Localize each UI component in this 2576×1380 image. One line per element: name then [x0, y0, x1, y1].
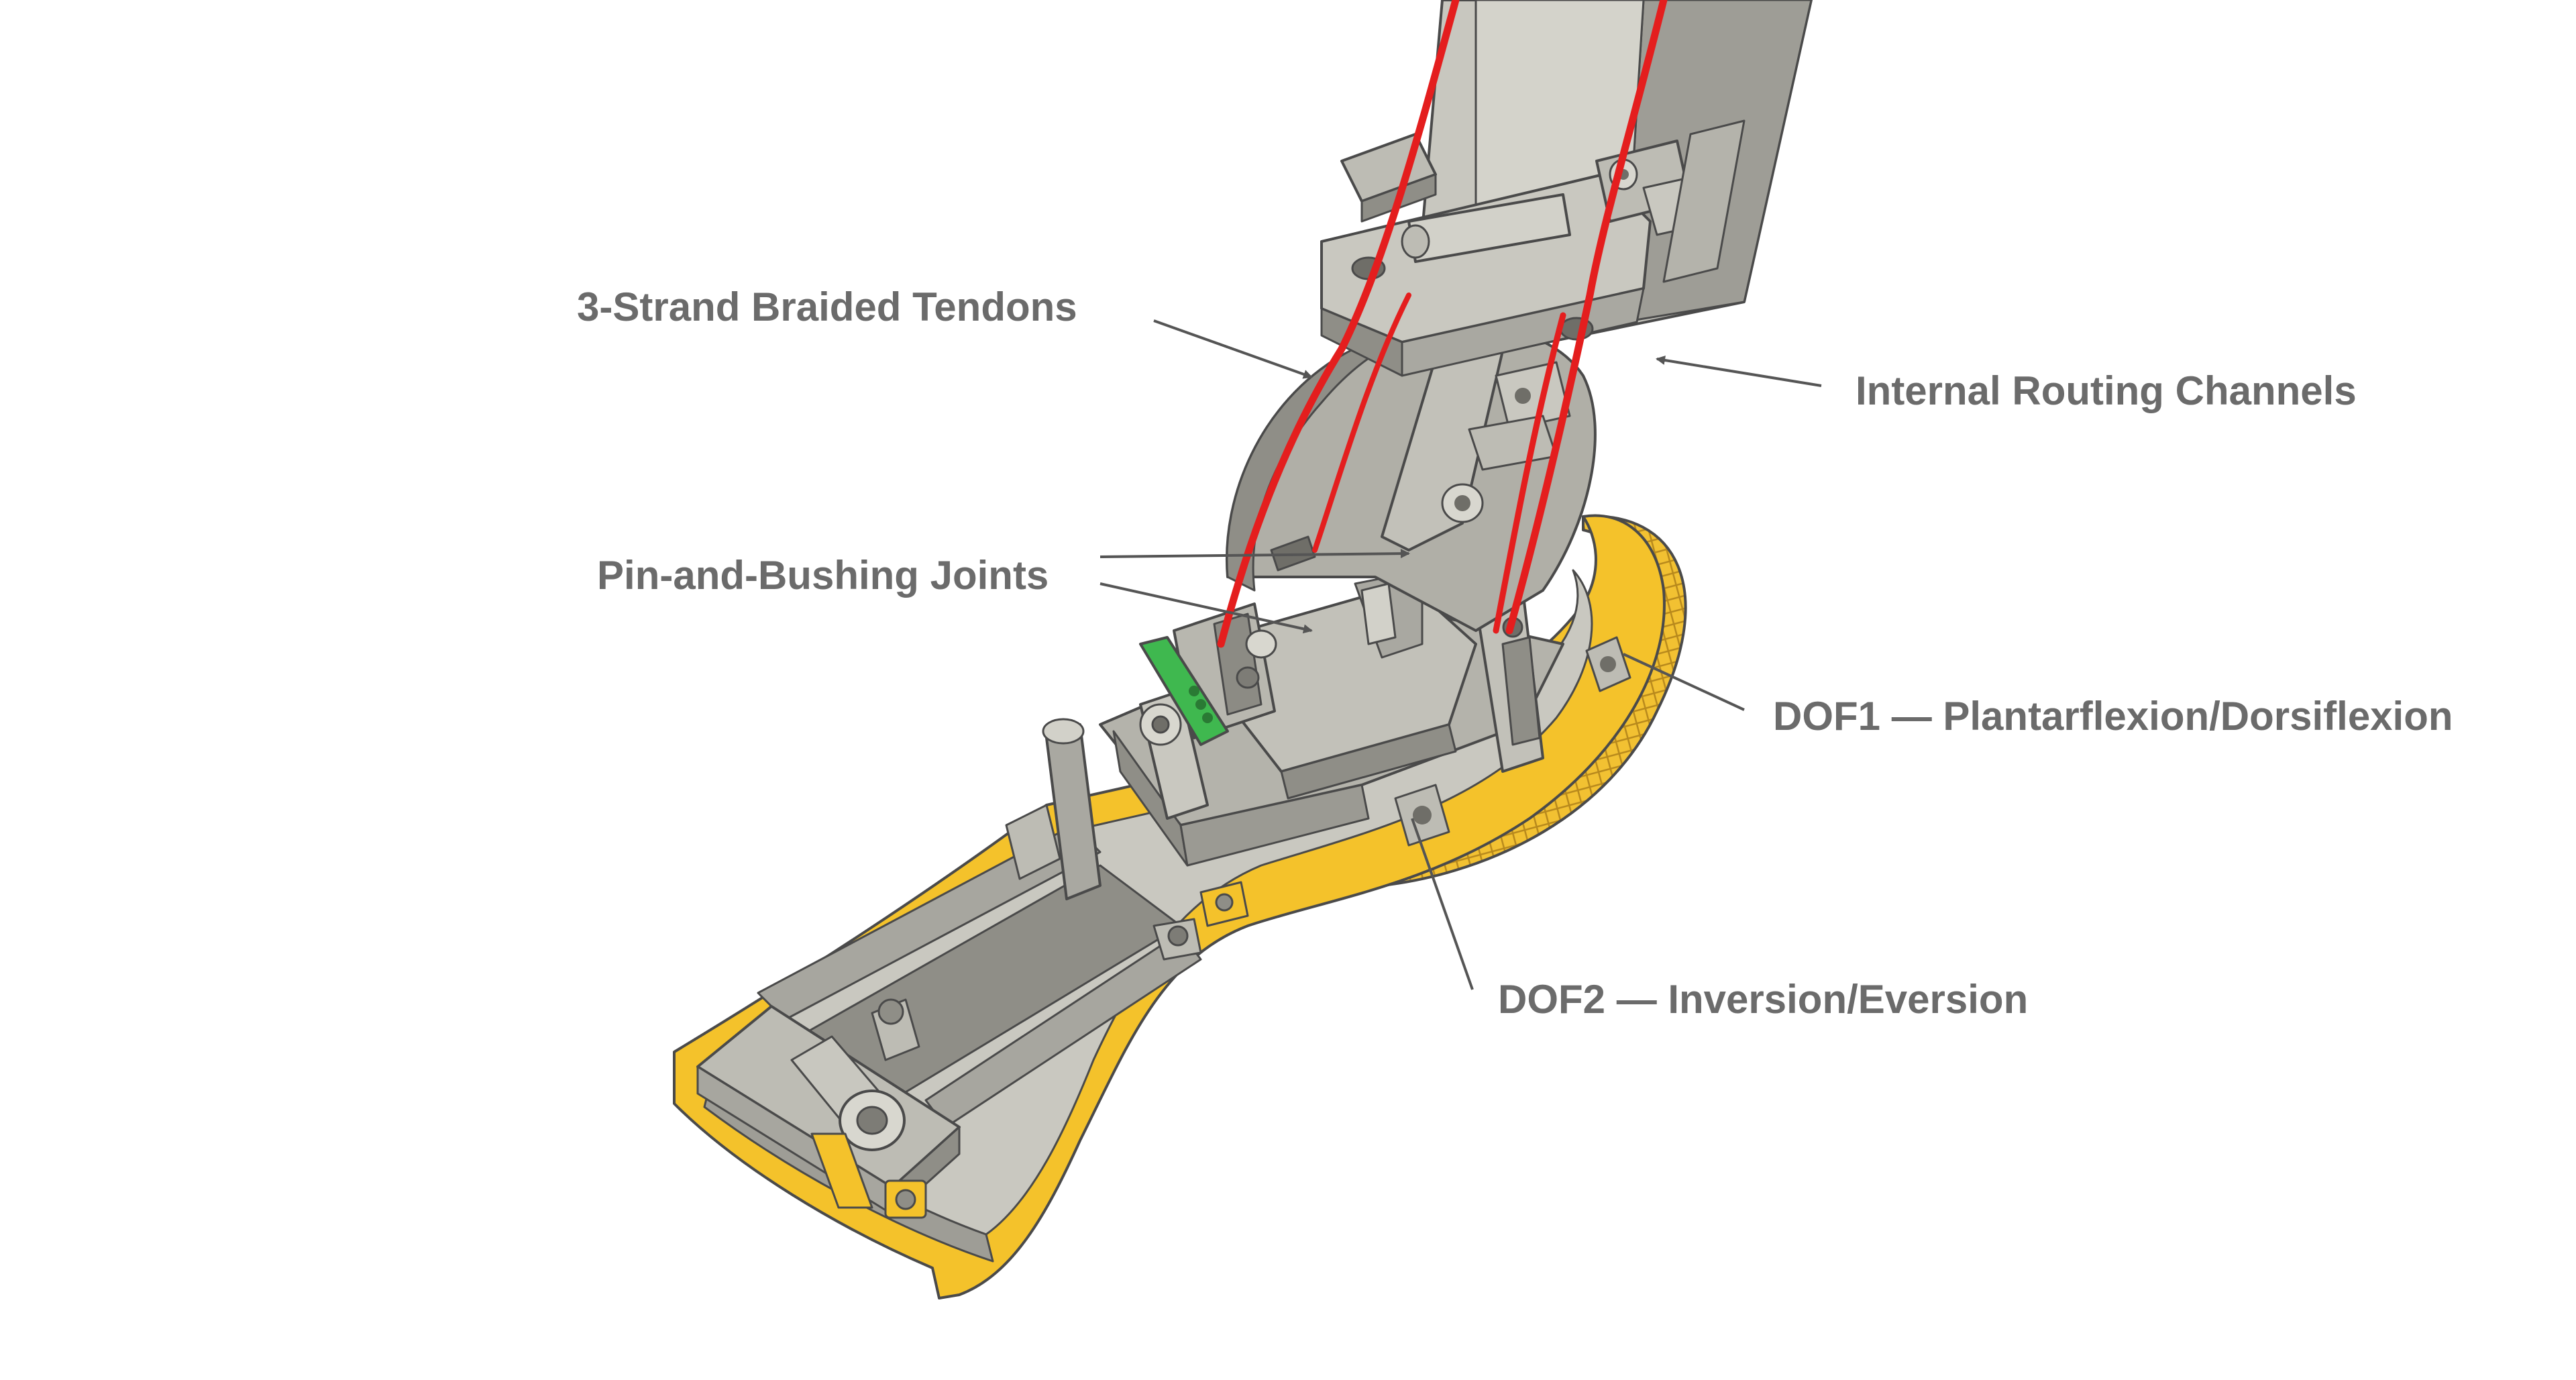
- midfoot-nut: [1199, 881, 1249, 927]
- leader-joints-2: [1099, 582, 1313, 634]
- ankle-housing-wall: [1179, 784, 1370, 867]
- leader-dof1: [1623, 653, 1745, 711]
- label-routing: Internal Routing Channels: [1856, 368, 2357, 413]
- green-bushing-left: [1139, 636, 1229, 746]
- leader-joints-1: [1099, 549, 1410, 559]
- callouts: 3-Strand Braided Tendons Internal Routin…: [577, 284, 2453, 1022]
- label-dof1: DOF1 — Plantarflexion/Dorsiflexion: [1773, 694, 2453, 739]
- tendon-left-outer: [1312, 293, 1411, 553]
- leader-routing: [1656, 356, 1822, 387]
- right-clamp: [1474, 589, 1544, 773]
- tendons: [1217, 0, 1668, 648]
- upper-cross-pin: [1401, 193, 1571, 263]
- heel-nut: [1585, 636, 1631, 692]
- forefoot-small-block: [1005, 804, 1061, 880]
- label-dof2: DOF2 — Inversion/Eversion: [1498, 977, 2028, 1022]
- rear-nut: [1394, 784, 1450, 847]
- toe-yellow-tab: [810, 1132, 873, 1209]
- toe-pin-roller: [790, 1035, 906, 1151]
- label-tendons: 3-Strand Braided Tendons: [577, 284, 1077, 329]
- leader-dof2: [1411, 818, 1474, 990]
- label-joints: Pin-and-Bushing Joints: [597, 553, 1049, 598]
- tendon-left: [1217, 0, 1460, 648]
- tendon-right: [1505, 0, 1668, 635]
- forefoot-post-mid: [871, 998, 920, 1061]
- left-bracket: [1139, 690, 1209, 820]
- forefoot-nut-right: [1152, 918, 1202, 961]
- tendon-right-inner: [1493, 312, 1566, 634]
- upper-left-bracket: [1340, 133, 1437, 223]
- prosthetic-foot-model: [673, 0, 1813, 1299]
- forefoot-post-left: [1042, 718, 1102, 900]
- leader-tendons: [1153, 319, 1313, 379]
- pylon-right-frame: [1662, 119, 1746, 283]
